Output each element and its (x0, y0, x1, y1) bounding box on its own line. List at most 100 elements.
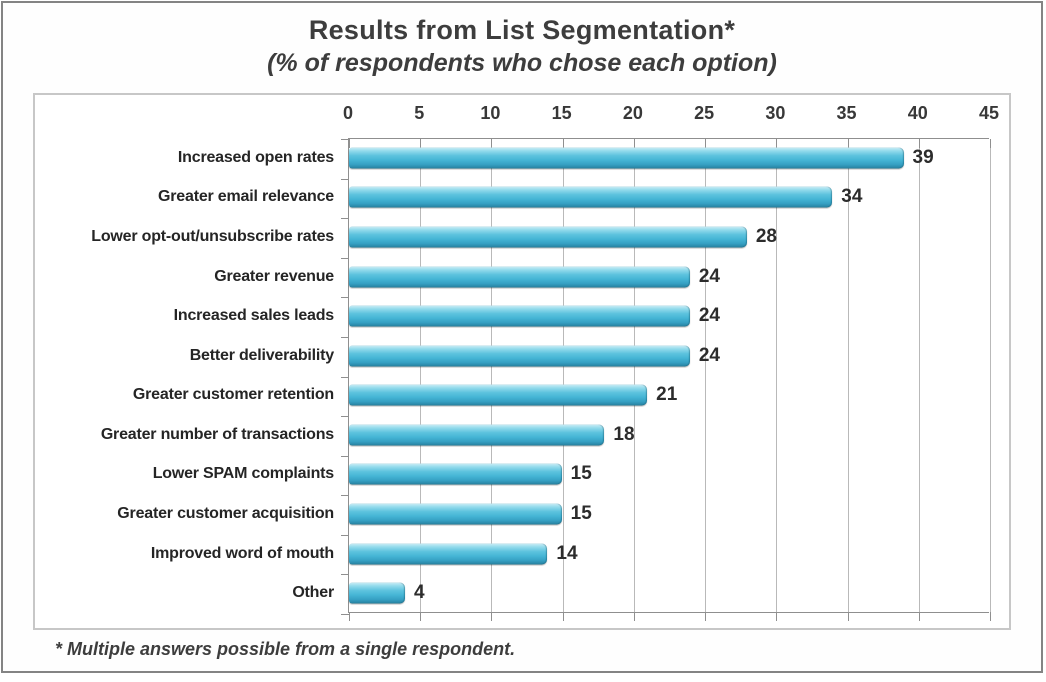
category-label: Greater email relevance (158, 188, 334, 206)
bar (349, 384, 648, 406)
category-label: Greater revenue (214, 267, 334, 285)
value-label: 28 (755, 225, 777, 247)
x-axis-tick (705, 139, 707, 148)
chart-row: Other 4 (35, 573, 990, 613)
bar (349, 305, 690, 327)
bar (349, 543, 548, 565)
value-label: 15 (570, 463, 592, 485)
x-axis-tick (705, 612, 707, 621)
x-axis-tick-label: 5 (414, 103, 425, 123)
bar (349, 186, 833, 208)
chart-row: Increased sales leads 24 (35, 296, 990, 336)
bar (349, 503, 562, 525)
category-axis-tick (341, 614, 349, 615)
chart-row: Improved word of mouth 14 (35, 534, 990, 574)
bar-track: 21 (348, 375, 989, 415)
category-axis-tick (341, 535, 349, 536)
x-axis-tick-label: 30 (765, 103, 786, 123)
gridline (918, 139, 920, 612)
category-label: Better deliverability (189, 346, 335, 364)
x-axis-tick-label: 45 (978, 103, 1000, 123)
x-axis-tick-label: 10 (480, 103, 501, 123)
bar (349, 463, 562, 485)
bar (349, 266, 690, 288)
x-axis-tick-label: 40 (907, 103, 928, 123)
x-axis-tick-label: 0 (342, 103, 354, 123)
x-axis-tick (633, 612, 635, 621)
category-axis-tick (341, 218, 349, 219)
rows: Increased open rates 39 Greater email rele… (35, 138, 990, 613)
bar (349, 147, 904, 169)
category-label: Lower opt-out/unsubscribe rates (91, 227, 334, 245)
x-axis-tick (420, 139, 422, 148)
value-label: 14 (556, 542, 578, 564)
x-axis-tick (776, 612, 778, 621)
category-label: Greater customer acquisition (117, 504, 334, 522)
category-axis-tick (341, 337, 349, 338)
x-axis-tick (420, 612, 422, 621)
x-axis-tick (349, 139, 350, 148)
chart-row: Lower opt-out/unsubscribe rates 28 (35, 217, 990, 257)
x-axis-tick-label: 25 (694, 103, 715, 123)
bar-track: 14 (348, 534, 989, 574)
bar-track: 24 (348, 257, 989, 297)
category-label: Increased open rates (177, 148, 334, 166)
x-axis-tick (847, 139, 849, 148)
category-label: Improved word of mouth (150, 544, 334, 562)
bar-track: 34 (348, 178, 989, 218)
x-axis-tick (491, 612, 493, 621)
chart-subtitle: (% of respondents who chose each option) (267, 49, 777, 77)
bar-track: 18 (348, 415, 989, 455)
value-label: 24 (698, 305, 720, 327)
x-axis-labels: 0 5 10 15 20 25 30 35 40 45 (35, 103, 1009, 129)
category-axis-tick (341, 179, 349, 180)
category-axis-tick (341, 377, 349, 378)
gridline (847, 139, 849, 612)
chart-row: Greater number of transactions 18 (35, 415, 990, 455)
category-axis-tick (341, 456, 349, 457)
chart-row: Better deliverability 24 (35, 336, 990, 376)
bar (349, 424, 605, 446)
x-axis-tick (776, 139, 778, 148)
plot-area (341, 138, 991, 621)
chart-row: Lower SPAM complaints 15 (35, 455, 990, 495)
category-label: Greater number of transactions (100, 425, 334, 443)
bar (349, 345, 690, 367)
bar-track: 24 (348, 336, 989, 376)
gridline (705, 139, 707, 612)
gridline (776, 139, 778, 612)
bar-track: 24 (348, 296, 989, 336)
chart-footnote: * Multiple answers possible from a singl… (55, 639, 516, 659)
x-axis-tick (990, 612, 991, 621)
gridline (633, 139, 635, 612)
x-axis-tick (918, 612, 920, 621)
bar (349, 226, 747, 248)
x-axis-tick-label: 15 (551, 103, 572, 123)
value-label: 39 (912, 146, 934, 168)
bar-track: 39 (348, 138, 989, 178)
category-axis-tick (341, 297, 349, 298)
x-axis-tick (990, 139, 991, 148)
value-label: 15 (570, 502, 592, 524)
category-axis-tick (341, 495, 349, 496)
category-axis-tick (341, 139, 349, 140)
bar-track: 4 (348, 573, 989, 613)
gridline (990, 139, 991, 612)
chart-row: Greater revenue 24 (35, 257, 990, 297)
bar-track: 15 (348, 494, 989, 534)
x-axis-tick (562, 612, 564, 621)
bar-track: 28 (348, 217, 989, 257)
x-axis-tick-label: 20 (622, 103, 643, 123)
value-label: 4 (413, 582, 425, 604)
category-label: Greater customer retention (132, 386, 334, 404)
x-axis-tick (633, 139, 635, 148)
x-axis-tick (349, 612, 350, 621)
gridline (491, 139, 493, 612)
x-axis-tick (847, 612, 849, 621)
category-axis-tick (341, 258, 349, 259)
chart-row: Greater customer retention 21 (35, 375, 990, 415)
value-label: 34 (841, 186, 863, 208)
category-axis-tick (341, 574, 349, 575)
chart-row: Greater email relevance 34 (35, 178, 990, 218)
